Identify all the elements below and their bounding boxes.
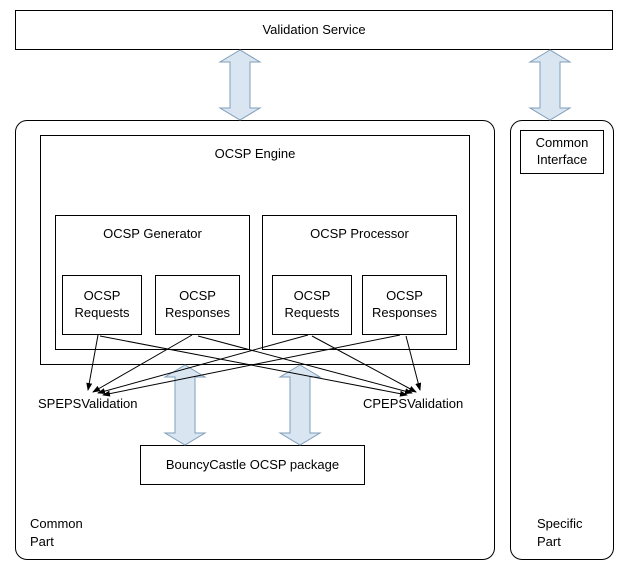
validation-service-label: Validation Service [262,22,365,39]
common-interface-label: Common Interface [536,135,589,169]
common-interface-box: Common Interface [520,130,604,174]
gen-responses-box: OCSP Responses [155,275,240,335]
proc-requests-label: OCSP Requests [285,288,340,322]
bouncycastle-box: BouncyCastle OCSP package [140,445,365,485]
gen-requests-box: OCSP Requests [62,275,142,335]
specific-part-container [510,120,614,560]
common-part-label: Common Part [30,516,83,549]
gen-responses-label: OCSP Responses [165,288,230,322]
proc-responses-box: OCSP Responses [362,275,447,335]
common-part-label-wrap: Common Part [30,515,83,551]
proc-responses-label: OCSP Responses [372,288,437,322]
bouncycastle-label: BouncyCastle OCSP package [166,457,339,474]
speps-label: SPEPSValidation [38,396,138,411]
ocsp-generator-label: OCSP Generator [103,226,202,243]
validation-service-box: Validation Service [15,10,613,50]
speps-label-wrap: SPEPSValidation [38,395,138,413]
ocsp-engine-label: OCSP Engine [215,146,296,163]
gen-requests-label: OCSP Requests [75,288,130,322]
specific-part-label: Specific Part [537,516,583,549]
specific-part-label-wrap: Specific Part [537,515,583,551]
cpeps-label: CPEPSValidation [363,396,463,411]
proc-requests-box: OCSP Requests [272,275,352,335]
ocsp-processor-label: OCSP Processor [310,226,409,243]
cpeps-label-wrap: CPEPSValidation [363,395,463,413]
